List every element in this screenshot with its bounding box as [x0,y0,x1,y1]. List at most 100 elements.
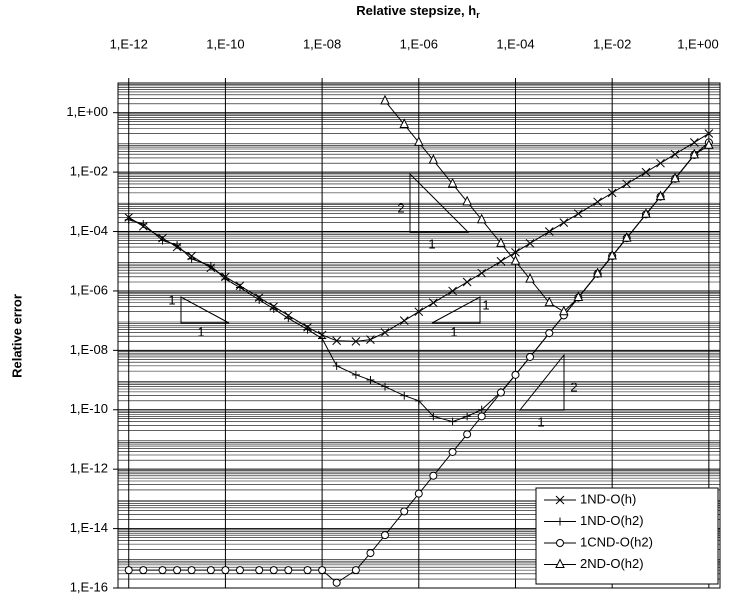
marker [477,268,487,278]
marker [332,361,341,370]
marker [173,241,182,250]
marker [187,566,196,575]
x-tick-label: 1,E-06 [400,36,438,51]
marker [139,566,148,575]
marker [173,566,182,575]
marker [593,197,602,207]
marker [447,177,458,188]
marker [269,566,278,575]
legend-label: 1ND-O(h2) [580,513,644,528]
marker [351,337,361,346]
marker [496,256,506,266]
marker [689,148,700,159]
marker [303,566,312,575]
marker [463,430,472,439]
marker [366,335,375,344]
legend-box [535,487,719,585]
x-axis-title-text: Relative stepsize, h [356,3,476,18]
marker [511,370,520,379]
marker [704,139,714,149]
marker [206,261,215,270]
marker [400,507,409,516]
plot-border [117,82,721,589]
marker [429,471,438,480]
marker [689,138,699,147]
marker [448,417,457,426]
y-tick-label: 1,E-16 [70,579,108,594]
marker [284,566,293,575]
annotation: 2 [570,379,577,394]
y-tick-label: 1,E-02 [70,164,108,179]
marker [704,129,714,138]
annotation: 1 [537,414,544,429]
marker [525,238,535,248]
legend: 1ND-O(h) 1ND-O(h2) 1CND-O(h2) 2ND-O(h2) [535,487,719,585]
marker [670,149,680,159]
marker [496,237,506,247]
x-tick-label: 1,E-12 [110,36,148,51]
marker [477,412,486,421]
marker [255,566,264,575]
marker [545,329,554,338]
marker [462,277,472,287]
marker [158,236,167,245]
slope-triangle [409,172,470,233]
marker [448,286,457,296]
marker [655,190,666,201]
marker [187,254,196,263]
marker [413,136,424,146]
marker [400,391,409,400]
y-tick-label: 1,E-06 [70,282,108,297]
marker [428,298,438,308]
marker [380,328,390,337]
marker [656,158,665,168]
legend-label: 1ND-O(h) [580,491,636,506]
marker [448,447,457,456]
marker [641,167,651,177]
marker [574,209,583,218]
annotation: 1 [428,236,435,251]
marker [381,382,390,391]
marker [462,195,472,206]
marker [235,566,244,575]
x-axis-title: Relative stepsize, hr [356,3,480,20]
y-tick-label: 1,E+00 [66,104,108,119]
slope-triangle [431,296,481,324]
y-tick-label: 1,E-04 [70,223,108,238]
marker [318,566,327,575]
marker [556,517,564,526]
marker [381,531,390,540]
annotation: 2 [397,200,404,215]
marker [641,208,651,218]
marker [526,352,535,361]
marker [139,219,148,228]
marker [318,334,327,343]
marker [303,325,312,334]
marker [496,388,505,397]
marker [463,412,472,421]
y-tick-label: 1,E-14 [70,520,108,535]
marker [366,549,375,558]
marker [559,218,569,227]
x-tick-label: 1,E-10 [206,36,244,51]
marker [622,179,632,189]
x-tick-label: 1,E-08 [303,36,341,51]
marker [206,566,215,575]
legend-label: 1CND-O(h2) [580,534,653,549]
marker [573,291,584,302]
marker [556,539,564,547]
marker [414,489,423,498]
marker [351,370,360,379]
marker [607,188,617,198]
marker [284,314,293,323]
marker [559,305,569,316]
marker [124,566,133,575]
marker [555,558,565,568]
marker [366,376,375,385]
slope-triangle [180,296,230,324]
annotation: 1 [168,292,175,307]
marker [414,307,424,317]
marker [592,267,603,278]
plot [124,94,714,587]
